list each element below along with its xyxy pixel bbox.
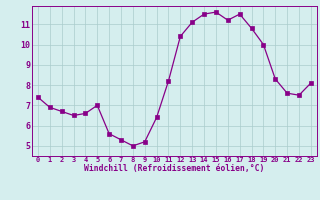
X-axis label: Windchill (Refroidissement éolien,°C): Windchill (Refroidissement éolien,°C) — [84, 164, 265, 173]
